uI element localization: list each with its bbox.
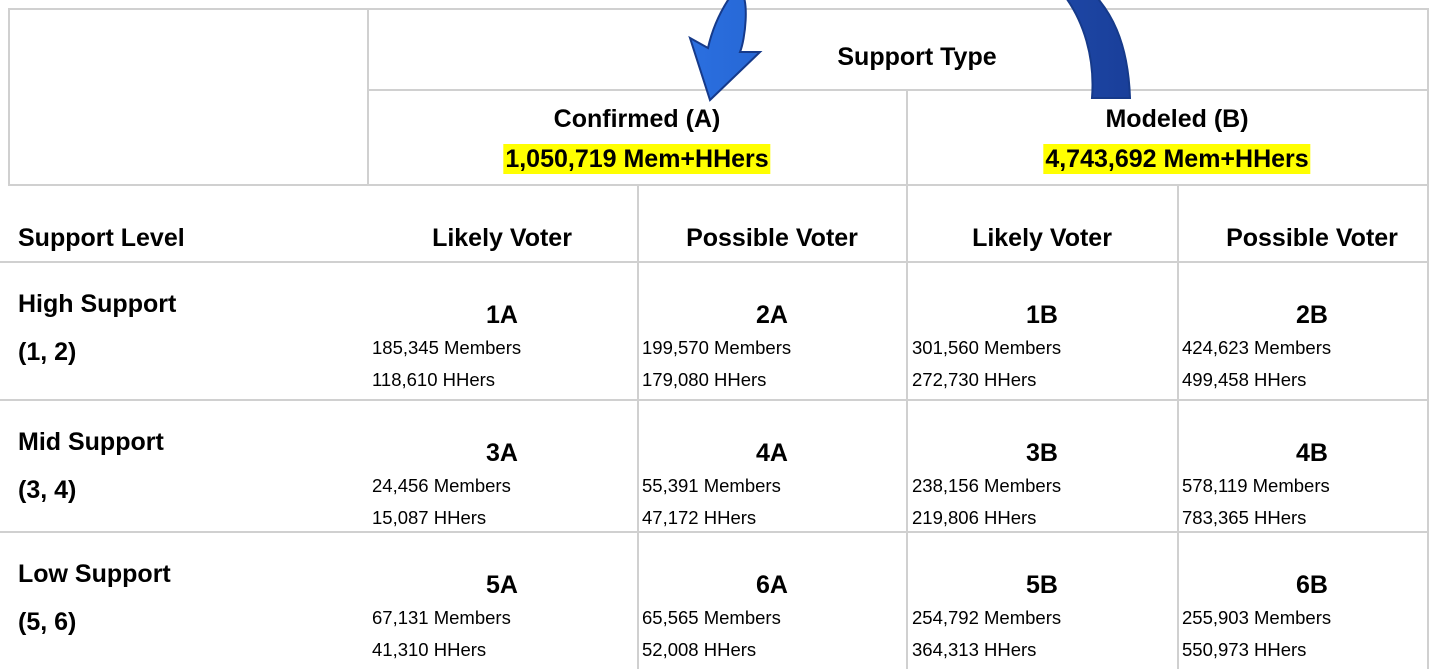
v-line [637,184,639,669]
cell-hhers: 52,008 HHers [642,639,757,660]
cell-code: 4B [1296,439,1328,467]
cell-hhers: 219,806 HHers [912,507,1037,528]
cell-members: 255,903 Members [1182,607,1332,628]
row-label: (3, 4) [18,476,77,504]
row-header: Support Level [18,224,185,252]
row-label: (5, 6) [18,608,77,636]
h-line [0,531,1429,533]
cell-members: 301,560 Members [912,337,1062,358]
cell-members: 55,391 Members [642,475,781,496]
support-type: Support Type [837,43,997,71]
cell-hhers: 272,730 HHers [912,369,1037,390]
v-line [1427,8,1429,669]
cell-hhers: 364,313 HHers [912,639,1037,660]
highlight: 1,050,719 Mem+HHers [503,144,771,174]
cell-code: 3A [486,439,518,467]
cell-code: 2A [756,301,788,329]
h-line [0,261,1429,263]
cell-members: 578,119 Members [1182,475,1330,496]
cell-hhers: 41,310 HHers [372,639,487,660]
subheader: Possible Voter [686,224,858,252]
cell-code: 4A [756,439,788,467]
highlight: 4,743,692 Mem+HHers [1043,144,1311,174]
row-label: (1, 2) [18,338,77,366]
cell-code: 1B [1026,301,1058,329]
cell-hhers: 499,458 HHers [1182,369,1307,390]
h-line [8,184,1429,186]
curved-arrow [688,0,1132,102]
cell-code: 5B [1026,571,1058,599]
group-title: Confirmed (A) [553,105,721,133]
cell-code: 3B [1026,439,1058,467]
v-line [906,89,908,669]
cell-members: 199,570 Members [642,337,792,358]
h-line [367,89,1429,91]
subheader: Likely Voter [432,224,572,252]
row-label: Low Support [18,560,171,588]
subheader: Possible Voter [1226,224,1398,252]
cell-members: 24,456 Members [372,475,511,496]
h-line [8,8,1429,10]
cell-code: 6A [756,571,788,599]
cell-members: 238,156 Members [912,475,1062,496]
cell-code: 1A [486,301,518,329]
cell-code: 2B [1296,301,1328,329]
row-label: Mid Support [18,428,164,456]
cell-members: 254,792 Members [912,607,1062,628]
cell-members: 65,565 Members [642,607,781,628]
cell-members: 185,345 Members [372,337,522,358]
subheader: Likely Voter [972,224,1112,252]
cell-members: 424,623 Members [1182,337,1332,358]
group-total: 4,743,692 Mem+HHers [1043,144,1311,174]
cell-hhers: 550,973 HHers [1182,639,1307,660]
v-line [1177,184,1179,669]
cell-hhers: 47,172 HHers [642,507,757,528]
v-line [8,8,10,185]
cell-members: 67,131 Members [372,607,511,628]
cell-code: 6B [1296,571,1328,599]
cell-hhers: 15,087 HHers [372,507,487,528]
cell-hhers: 179,080 HHers [642,369,767,390]
cell-hhers: 783,365 HHers [1182,507,1307,528]
cell-code: 5A [486,571,518,599]
v-line [367,8,369,185]
group-total: 1,050,719 Mem+HHers [503,144,771,174]
row-label: High Support [18,290,177,318]
cell-hhers: 118,610 HHers [372,369,496,390]
h-line [0,399,1429,401]
group-title: Modeled (B) [1105,105,1249,133]
